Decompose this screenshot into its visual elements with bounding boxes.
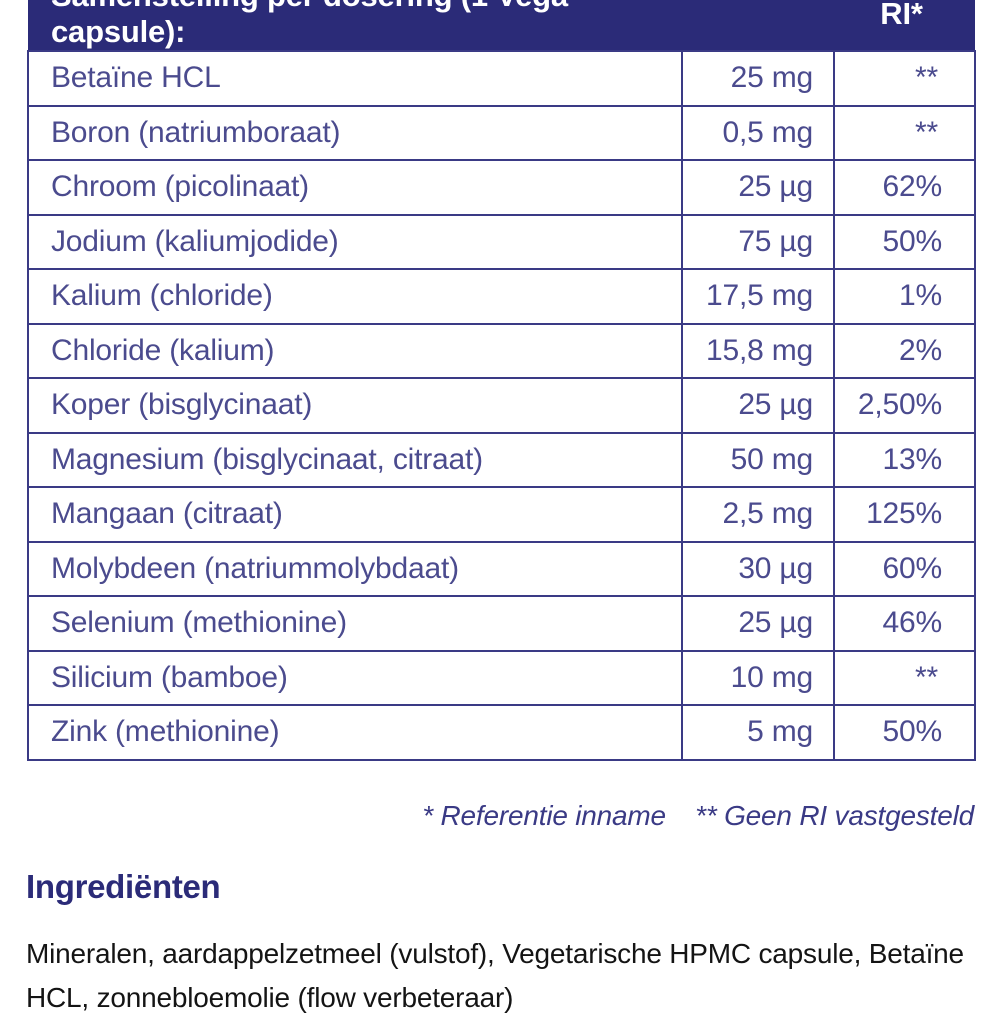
- table-row: Silicium (bamboe) 10 mg **: [27, 649, 976, 706]
- nutrient-ri: **: [833, 104, 976, 161]
- nutrient-amount: 10 mg: [681, 649, 835, 706]
- nutrient-ri: 50%: [833, 704, 976, 761]
- nutrient-amount: 5 mg: [681, 704, 835, 761]
- nutrient-ri: 2%: [833, 322, 976, 379]
- nutrient-name: Selenium (methionine): [27, 595, 683, 652]
- table-row: Koper (bisglycinaat) 25 µg 2,50%: [27, 377, 976, 434]
- nutrient-amount: 0,5 mg: [681, 104, 835, 161]
- nutrient-ri: **: [833, 649, 976, 706]
- footnote-reference-intake: * Referentie inname: [422, 800, 666, 831]
- table-header: Samenstelling per dosering (1 Vega capsu…: [28, 0, 975, 51]
- nutrient-ri: 50%: [833, 213, 976, 270]
- nutrient-name: Zink (methionine): [27, 704, 683, 761]
- table-row: Kalium (chloride) 17,5 mg 1%: [27, 268, 976, 325]
- nutrient-name: Silicium (bamboe): [27, 649, 683, 706]
- table-row: Mangaan (citraat) 2,5 mg 125%: [27, 486, 976, 543]
- nutrient-amount: 30 µg: [681, 540, 835, 597]
- column-header-composition: Samenstelling per dosering (1 Vega capsu…: [28, 0, 682, 51]
- column-header-ri: RI*: [834, 0, 975, 51]
- nutrient-amount: 17,5 mg: [681, 268, 835, 325]
- nutrient-ri: 13%: [833, 431, 976, 488]
- nutrient-amount: 75 µg: [681, 213, 835, 270]
- nutrient-name: Boron (natriumboraat): [27, 104, 683, 161]
- nutrient-amount: 2,5 mg: [681, 486, 835, 543]
- table-row: Boron (natriumboraat) 0,5 mg **: [27, 104, 976, 161]
- nutrient-amount: 25 mg: [681, 50, 835, 107]
- nutrient-ri: 125%: [833, 486, 976, 543]
- table-row: Zink (methionine) 5 mg 50%: [27, 704, 976, 761]
- nutrient-amount: 25 µg: [681, 595, 835, 652]
- table-row: Molybdeen (natriummolybdaat) 30 µg 60%: [27, 540, 976, 597]
- nutrient-ri: 60%: [833, 540, 976, 597]
- table-header-row: Samenstelling per dosering (1 Vega capsu…: [28, 0, 975, 51]
- column-header-amount: [682, 0, 834, 51]
- table-row: Selenium (methionine) 25 µg 46%: [27, 595, 976, 652]
- table-row: Betaïne HCL 25 mg **: [27, 50, 976, 107]
- table-row: Magnesium (bisglycinaat, citraat) 50 mg …: [27, 431, 976, 488]
- nutrient-name: Mangaan (citraat): [27, 486, 683, 543]
- nutrition-table: Samenstelling per dosering (1 Vega capsu…: [27, 0, 976, 761]
- nutrient-name: Chloride (kalium): [27, 322, 683, 379]
- table-row: Chroom (picolinaat) 25 µg 62%: [27, 159, 976, 216]
- nutrient-name: Kalium (chloride): [27, 268, 683, 325]
- nutrient-name: Jodium (kaliumjodide): [27, 213, 683, 270]
- nutrient-amount: 25 µg: [681, 377, 835, 434]
- ingredients-heading: Ingrediënten: [26, 868, 221, 905]
- nutrient-name: Chroom (picolinaat): [27, 159, 683, 216]
- table-row: Chloride (kalium) 15,8 mg 2%: [27, 322, 976, 379]
- nutrient-amount: 50 mg: [681, 431, 835, 488]
- footnote-no-ri: ** Geen RI vastgesteld: [695, 800, 974, 831]
- nutrient-ri: 2,50%: [833, 377, 976, 434]
- ingredients-text: Mineralen, aardappelzetmeel (vulstof), V…: [26, 938, 964, 1013]
- table-footnote: * Referentie inname ** Geen RI vastgeste…: [27, 800, 974, 832]
- nutrient-name: Magnesium (bisglycinaat, citraat): [27, 431, 683, 488]
- nutrient-ri: **: [833, 50, 976, 107]
- nutrient-name: Koper (bisglycinaat): [27, 377, 683, 434]
- nutrient-ri: 62%: [833, 159, 976, 216]
- nutrition-facts-table: Samenstelling per dosering (1 Vega capsu…: [27, 0, 976, 761]
- nutrient-name: Molybdeen (natriummolybdaat): [27, 540, 683, 597]
- table-row: Jodium (kaliumjodide) 75 µg 50%: [27, 213, 976, 270]
- table-body: Betaïne HCL 25 mg ** Boron (natriumboraa…: [27, 50, 976, 761]
- nutrient-ri: 1%: [833, 268, 976, 325]
- nutrient-ri: 46%: [833, 595, 976, 652]
- nutrient-amount: 15,8 mg: [681, 322, 835, 379]
- nutrient-amount: 25 µg: [681, 159, 835, 216]
- nutrient-name: Betaïne HCL: [27, 50, 683, 107]
